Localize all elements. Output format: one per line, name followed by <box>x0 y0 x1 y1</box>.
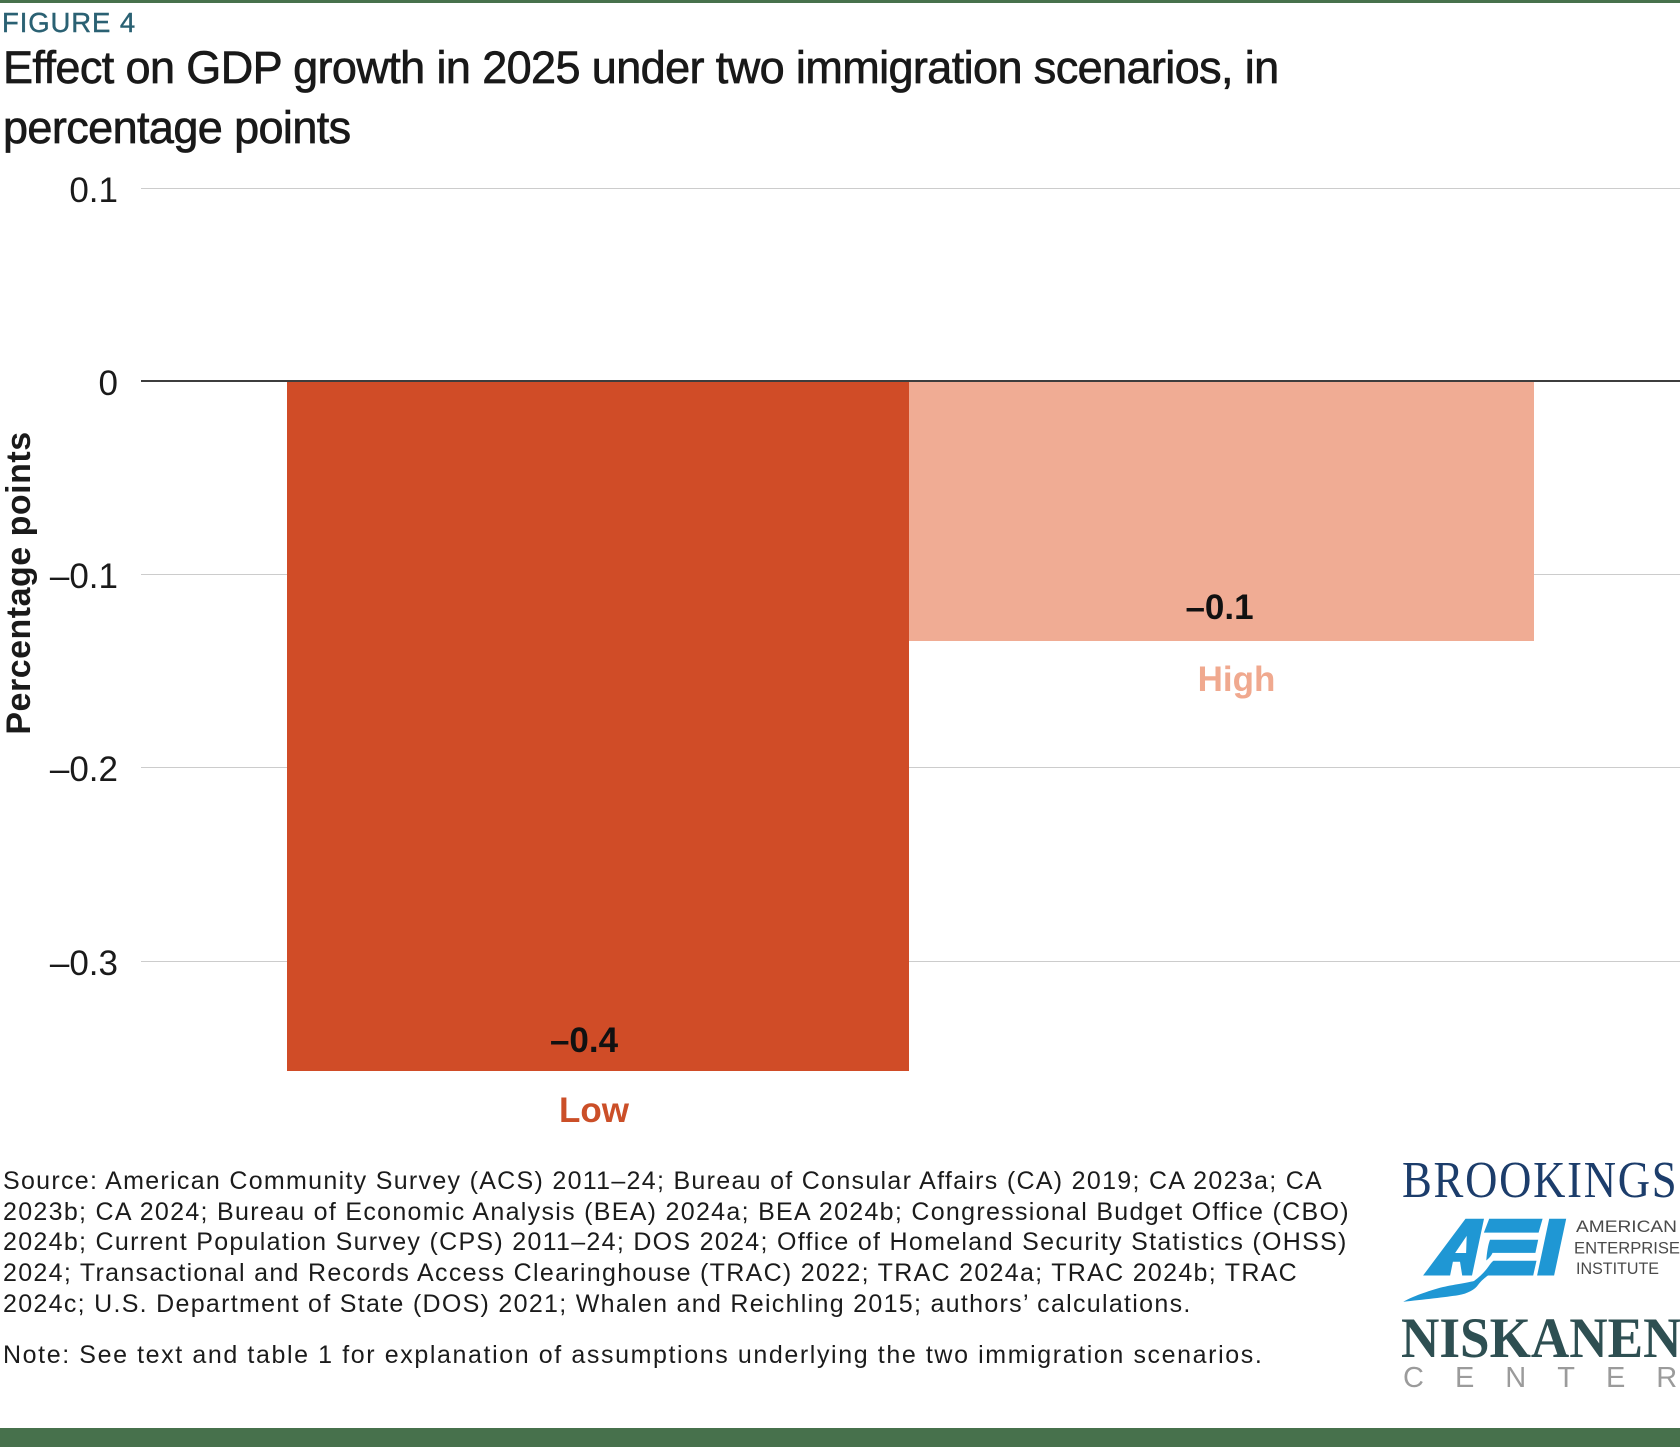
svg-text:INSTITUTE: INSTITUTE <box>1576 1260 1659 1278</box>
svg-text:AMERICAN: AMERICAN <box>1576 1218 1677 1236</box>
svg-text:ENTERPRISE: ENTERPRISE <box>1574 1240 1680 1258</box>
